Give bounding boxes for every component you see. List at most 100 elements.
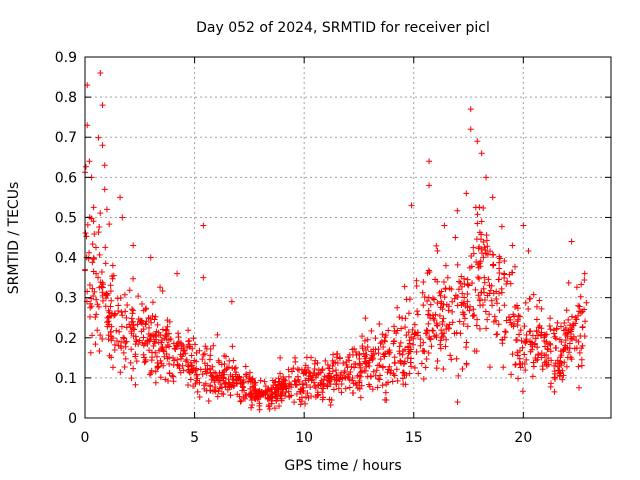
data-point: [218, 384, 225, 391]
data-point: [152, 379, 159, 386]
data-point: [481, 289, 488, 296]
data-point: [417, 342, 424, 349]
data-point: [237, 376, 244, 383]
data-point: [203, 345, 210, 352]
data-point: [351, 364, 358, 371]
data-point: [475, 274, 482, 281]
data-point: [559, 376, 566, 383]
y-tick-label: 0.2: [55, 331, 77, 347]
data-point: [329, 368, 336, 375]
data-point: [517, 327, 524, 334]
data-point: [117, 369, 124, 376]
data-point: [180, 347, 187, 354]
data-point: [547, 348, 554, 355]
data-point: [385, 379, 392, 386]
data-point: [151, 316, 158, 323]
data-point: [394, 327, 401, 334]
data-point: [557, 370, 564, 377]
data-point: [107, 329, 114, 336]
data-point: [194, 388, 201, 395]
data-point: [90, 268, 97, 275]
data-point: [407, 355, 414, 362]
data-point: [294, 373, 301, 380]
data-point: [330, 386, 337, 393]
data-point: [133, 336, 140, 343]
data-point: [344, 364, 351, 371]
data-point: [227, 371, 234, 378]
data-point: [398, 325, 405, 332]
data-point: [327, 381, 334, 388]
data-point: [391, 359, 398, 366]
data-point: [489, 262, 496, 269]
data-point: [455, 286, 462, 293]
data-point: [126, 321, 133, 328]
data-point: [515, 375, 522, 382]
data-point: [557, 358, 564, 365]
data-point: [525, 306, 532, 313]
data-point: [391, 354, 398, 361]
data-point: [338, 369, 345, 376]
data-point: [94, 301, 101, 308]
data-point: [342, 385, 349, 392]
data-point: [486, 311, 493, 318]
data-point: [411, 364, 418, 371]
data-point: [519, 388, 526, 395]
data-point: [86, 313, 93, 320]
data-point: [434, 278, 441, 285]
data-point: [485, 276, 492, 283]
data-point: [165, 336, 172, 343]
data-point: [530, 291, 537, 298]
data-point: [448, 356, 455, 363]
data-point: [174, 362, 181, 369]
data-point: [291, 399, 298, 406]
data-point: [358, 382, 365, 389]
data-point: [561, 320, 568, 327]
data-point: [383, 397, 390, 404]
data-point: [457, 330, 464, 337]
data-point: [459, 290, 466, 297]
data-point: [481, 296, 488, 303]
data-point: [576, 349, 583, 356]
data-point: [396, 314, 403, 321]
data-point: [86, 249, 93, 256]
data-point: [413, 282, 420, 289]
data-point: [331, 376, 338, 383]
data-point: [361, 353, 368, 360]
data-point: [396, 350, 403, 357]
data-point: [96, 224, 103, 231]
data-point: [565, 279, 572, 286]
data-point: [105, 318, 112, 325]
data-point: [419, 347, 426, 354]
data-point: [506, 271, 513, 278]
data-point: [478, 150, 485, 157]
data-point: [130, 325, 137, 332]
data-point: [248, 394, 255, 401]
data-point: [366, 383, 373, 390]
data-point: [144, 339, 151, 346]
data-point: [445, 307, 452, 314]
data-point: [405, 344, 412, 351]
data-point: [215, 388, 222, 395]
data-point: [529, 332, 536, 339]
data-point: [155, 332, 162, 339]
data-point: [442, 262, 449, 269]
x-tick-label: 20: [514, 430, 532, 446]
x-axis-label: GPS time / hours: [284, 458, 401, 474]
data-point: [155, 363, 162, 370]
data-point: [122, 308, 129, 315]
data-point: [427, 314, 434, 321]
data-point: [526, 328, 533, 335]
data-point: [434, 322, 441, 329]
data-point: [388, 367, 395, 374]
data-point: [153, 353, 160, 360]
data-point: [130, 242, 137, 249]
data-point: [502, 328, 509, 335]
data-point: [260, 390, 267, 397]
data-point: [397, 339, 404, 346]
data-point: [120, 349, 127, 356]
data-point: [449, 298, 456, 305]
data-point: [146, 371, 153, 378]
data-point: [322, 357, 329, 364]
data-point: [93, 296, 100, 303]
data-point: [346, 384, 353, 391]
